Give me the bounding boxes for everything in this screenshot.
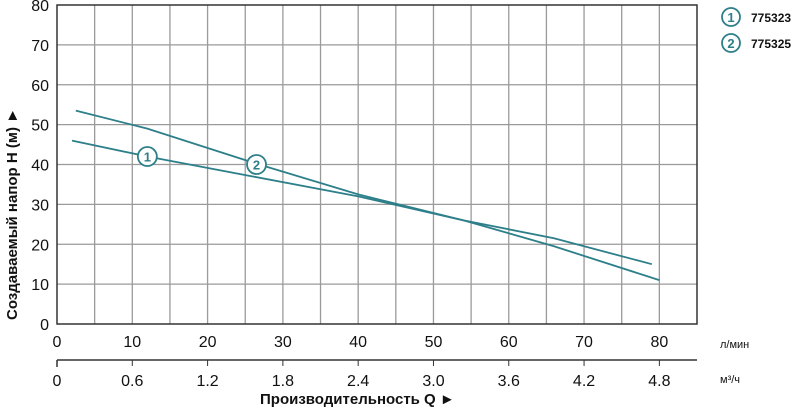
svg-text:1: 1 [727, 10, 734, 25]
y-tick-label: 20 [31, 237, 49, 254]
x-tick-label: 80 [650, 334, 668, 351]
x-axis-title: Производительность Q ► [260, 391, 455, 408]
x2-tick-label: 4.2 [573, 373, 595, 390]
svg-text:2: 2 [727, 36, 734, 51]
x2-tick-label: 1.2 [196, 373, 218, 390]
y-tick-label: 40 [31, 158, 49, 175]
x-tick-label: 70 [575, 334, 593, 351]
x-tick-label: 40 [349, 334, 367, 351]
legend-marker-icon [721, 33, 741, 53]
legend-label: 775325 [751, 37, 791, 51]
grid [56, 4, 698, 325]
curve-775325 [75, 109, 660, 281]
y-axis-ticks: 0 10 20 30 40 50 60 70 80 [31, 0, 49, 334]
y-tick-label: 60 [31, 78, 49, 95]
y-axis-title: Создаваемый напор H (м) ► [4, 108, 21, 320]
curve-marker-2: 2 [246, 154, 267, 175]
y-tick-label: 0 [40, 317, 49, 334]
x2-tick-label: 3.0 [422, 373, 444, 390]
x-tick-label: 0 [53, 334, 62, 351]
legend-label: 775323 [751, 11, 791, 25]
x-tick-label: 30 [274, 334, 292, 351]
y-tick-label: 10 [31, 277, 49, 294]
x-unit-m3h: м³/ч [720, 374, 740, 386]
x2-tick-label: 3.6 [498, 373, 520, 390]
curve-775323 [71, 139, 653, 266]
curves: 12 [71, 109, 660, 281]
x-unit-lpm: л/мин [720, 339, 749, 351]
y-tick-label: 50 [31, 118, 49, 135]
y-tick-label: 80 [31, 0, 49, 15]
legend-item-775325: 2 775325 [721, 33, 791, 53]
svg-text:1: 1 [144, 150, 151, 165]
x2-tick-label: 0.6 [121, 373, 143, 390]
svg-text:2: 2 [253, 158, 260, 173]
x-tick-label: 50 [425, 334, 443, 351]
x2-tick-label: 1.8 [272, 373, 294, 390]
y-tick-label: 70 [31, 38, 49, 55]
plot-frame [56, 4, 698, 325]
x-tick-label: 20 [199, 334, 217, 351]
y-tick-label: 30 [31, 197, 49, 214]
legend-marker-icon [721, 7, 741, 27]
x-tick-label: 10 [123, 334, 141, 351]
x-axis-ticks-lpm: 0 10 20 30 40 50 60 70 80 [53, 334, 669, 351]
legend: 1 775323 2 775325 [721, 7, 791, 53]
x-tick-label: 60 [500, 334, 518, 351]
x2-tick-label: 2.4 [347, 373, 369, 390]
curve-marker-1: 1 [136, 146, 158, 167]
legend-item-775323: 1 775323 [721, 7, 791, 27]
x2-tick-label: 0 [53, 373, 62, 390]
x2-tick-label: 4.8 [648, 373, 670, 390]
x-axis-ticks-m3h: 0 0.6 1.2 1.8 2.4 3.0 3.6 4.2 4.8 [53, 359, 697, 390]
